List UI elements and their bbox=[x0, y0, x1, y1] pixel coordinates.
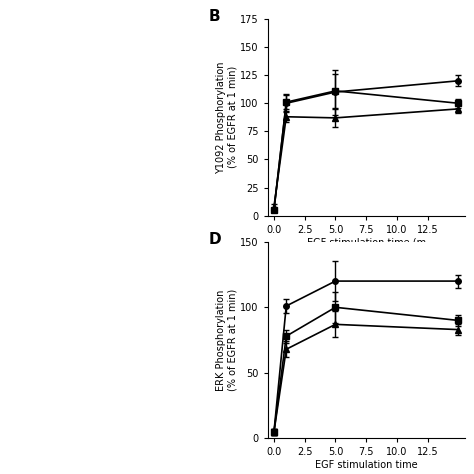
Text: D: D bbox=[209, 232, 221, 247]
Text: B: B bbox=[209, 9, 220, 24]
X-axis label: EGF stimulation time: EGF stimulation time bbox=[315, 460, 418, 470]
Y-axis label: ERK Phosphorylation
(% of EGFR at 1 min): ERK Phosphorylation (% of EGFR at 1 min) bbox=[216, 289, 237, 391]
Y-axis label: Y1092 Phosphorylation
(% of EGFR at 1 min): Y1092 Phosphorylation (% of EGFR at 1 mi… bbox=[216, 61, 237, 173]
X-axis label: EGF stimulation time (m: EGF stimulation time (m bbox=[307, 237, 426, 247]
